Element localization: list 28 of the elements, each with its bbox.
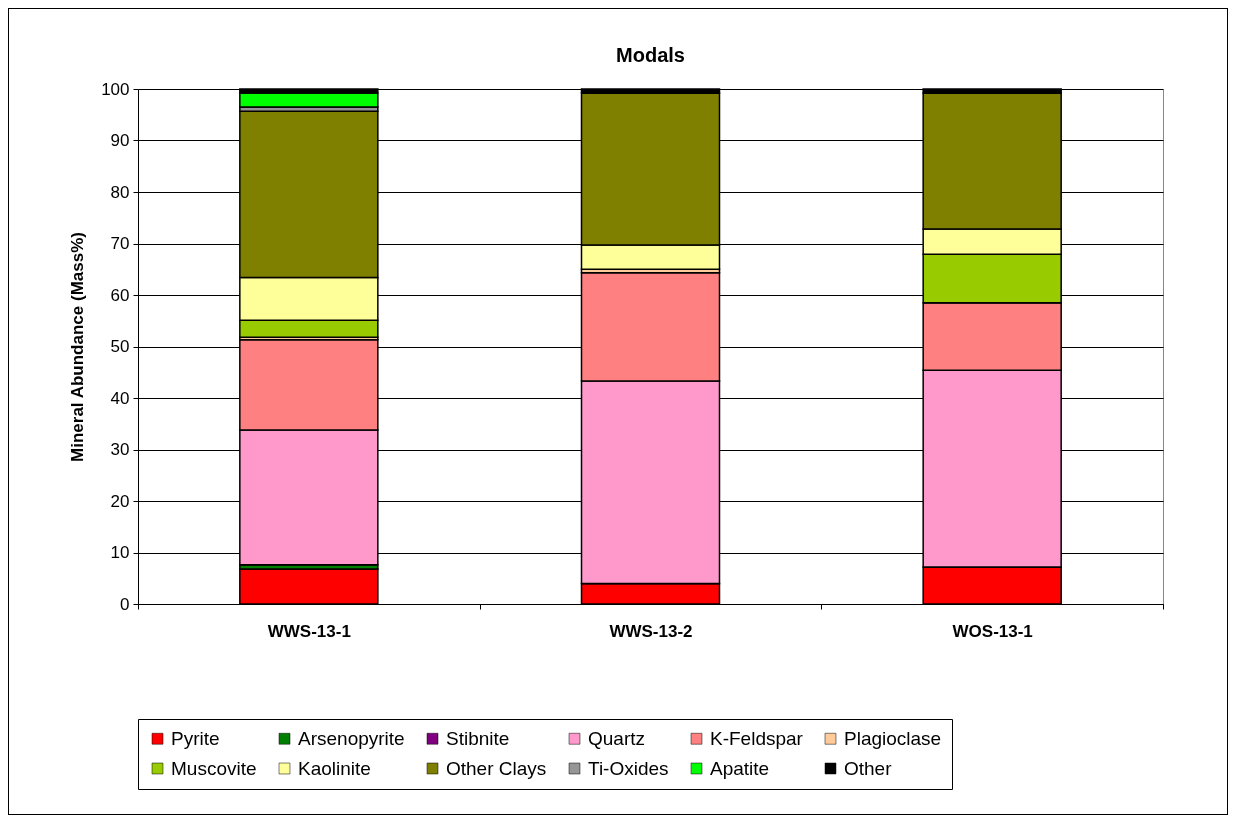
legend-label: Stibnite [446, 727, 510, 749]
legend-label: Other Clays [446, 757, 547, 779]
legend-label: Quartz [588, 727, 646, 749]
legend-label: K-Feldspar [710, 727, 804, 749]
y-tick-label: 10 [110, 543, 130, 562]
x-tick-label: WOS-13-1 [952, 621, 1033, 641]
legend-label: Plagioclase [844, 727, 942, 749]
y-tick-label: 90 [110, 131, 130, 150]
legend-label: Pyrite [171, 727, 220, 749]
y-tick-label: 30 [110, 440, 130, 459]
y-axis-title: Mineral Abundance (Mass%) [68, 232, 88, 462]
chart-title: Modals [616, 44, 685, 66]
legend-label: Arsenopyrite [298, 727, 405, 749]
x-tick-label: WWS-13-2 [609, 621, 693, 641]
y-tick-label: 0 [120, 594, 130, 614]
y-tick-label: 40 [110, 388, 130, 408]
legend-label: Other [844, 757, 893, 779]
legend-label: Apatite [710, 757, 770, 779]
x-tick-label: WWS-13-1 [267, 621, 351, 641]
legend-label: Kaolinite [298, 757, 371, 779]
legend-label: Ti-Oxides [588, 757, 669, 779]
legend-label: Muscovite [171, 757, 257, 779]
y-tick-label: 80 [110, 182, 130, 202]
y-tick-label: 20 [110, 491, 130, 511]
y-tick-label: 100 [101, 79, 130, 99]
y-tick-label: 70 [110, 234, 130, 253]
y-tick-label: 50 [110, 337, 130, 356]
y-tick-label: 60 [110, 285, 130, 305]
